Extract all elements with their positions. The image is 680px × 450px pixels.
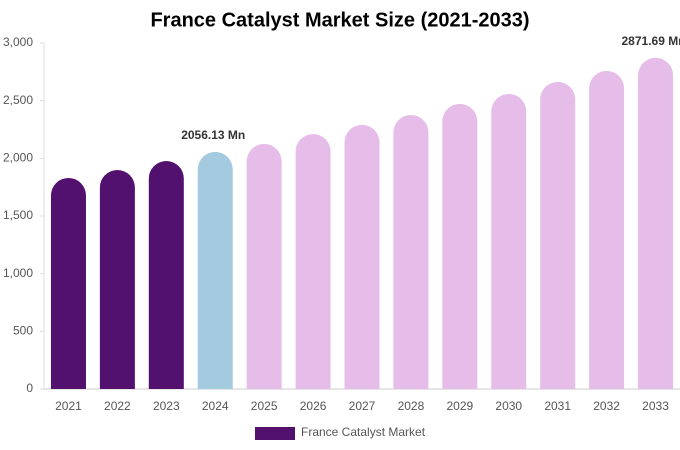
x-tick-label: 2031 [544,399,571,413]
legend-label: France Catalyst Market [301,425,426,439]
x-tick-label: 2033 [642,399,669,413]
legend-swatch [255,427,295,440]
bar [197,151,233,389]
chart-title: France Catalyst Market Size (2021-2033) [150,9,529,31]
bar [393,114,429,389]
x-tick-label: 2030 [495,399,522,413]
y-tick-label: 1,500 [3,208,33,222]
x-tick-label: 2028 [398,399,425,413]
y-tick-label: 0 [26,381,33,395]
bar [246,143,282,389]
bar [99,169,135,389]
bar [50,177,86,389]
bar [148,160,184,389]
x-tick-label: 2021 [55,399,82,413]
x-tick-label: 2024 [202,399,229,413]
x-tick-label: 2023 [153,399,180,413]
bar [491,93,527,390]
x-tick-label: 2032 [593,399,620,413]
y-tick-label: 1,000 [3,266,33,280]
value-label: 2056.13 Mn [181,128,245,142]
x-tick-label: 2022 [104,399,131,413]
bar [589,70,625,389]
value-label: 2871.69 Mn [622,34,680,48]
bar [344,124,380,390]
x-tick-label: 2027 [349,399,376,413]
y-tick-label: 500 [13,324,33,338]
x-tick-label: 2025 [251,399,278,413]
x-tick-label: 2026 [300,399,327,413]
bar [295,133,331,389]
y-tick-label: 3,000 [3,35,33,49]
bar [638,57,674,389]
x-tick-label: 2029 [446,399,473,413]
y-tick-label: 2,500 [3,93,33,107]
bar [442,103,478,390]
bar [540,81,576,389]
y-tick-label: 2,000 [3,151,33,165]
